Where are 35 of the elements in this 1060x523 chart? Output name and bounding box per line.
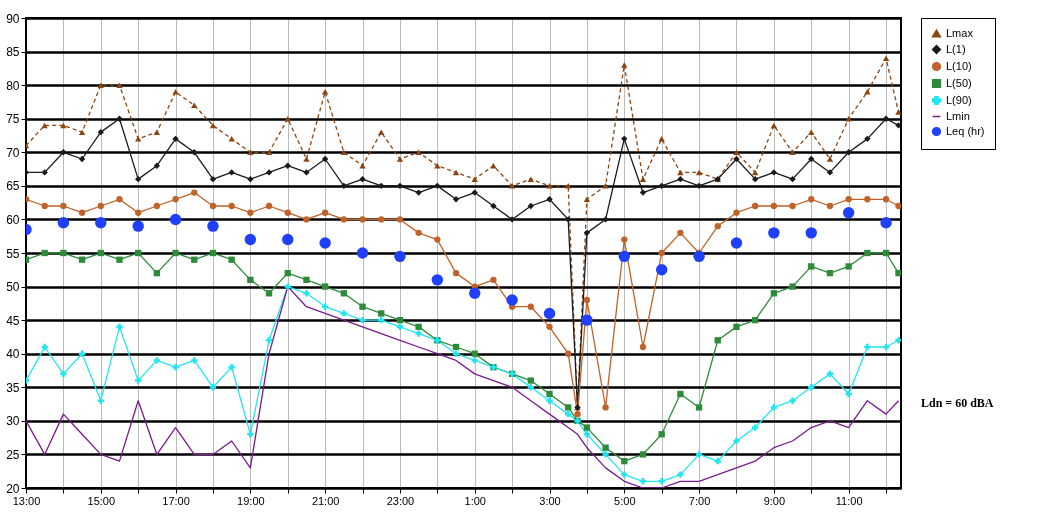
y-tick-label: 25 [6,447,20,462]
x-tick-label: 7:00 [688,494,711,507]
legend-label: L(90) [946,93,972,106]
x-tick-label: 1:00 [464,494,486,507]
x-tick-label: 21:00 [311,494,340,507]
legend-label: Lmin [946,109,970,122]
x-tick-label: 15:00 [87,494,116,507]
y-tick-label: 45 [6,313,20,328]
x-tick-label: 13:00 [12,494,41,507]
y-tick-label: 90 [6,11,20,26]
legend-label: L(10) [946,59,972,72]
y-tick-label: 20 [6,481,20,496]
y-tick-label: 40 [6,347,20,362]
x-tick-label: 11:00 [835,494,863,507]
x-tick-label: 9:00 [763,494,786,507]
y-tick-label: 75 [6,112,20,127]
x-tick-label: 23:00 [386,494,415,507]
legend-label: Leq (hr) [946,124,985,137]
legend-label: Lmax [946,26,974,39]
legend-label: L(1) [946,42,966,55]
x-tick-label: 3:00 [539,494,561,507]
y-tick-label: 85 [6,45,20,60]
y-tick-label: 60 [6,212,20,227]
x-tick-label: 19:00 [237,494,265,507]
text: Ldn = 60 dBA [921,396,994,410]
x-tick-label: 17:00 [162,494,190,507]
legend-label: L(50) [946,76,972,89]
y-tick-label: 30 [6,414,20,429]
y-tick-label: 70 [6,145,20,160]
y-tick-label: 80 [6,78,20,93]
y-tick-label: 50 [6,280,20,295]
y-tick-label: 65 [6,179,20,194]
y-tick-label: 35 [6,380,20,395]
y-tick-label: 55 [6,246,20,261]
x-tick-label: 5:00 [614,494,636,507]
